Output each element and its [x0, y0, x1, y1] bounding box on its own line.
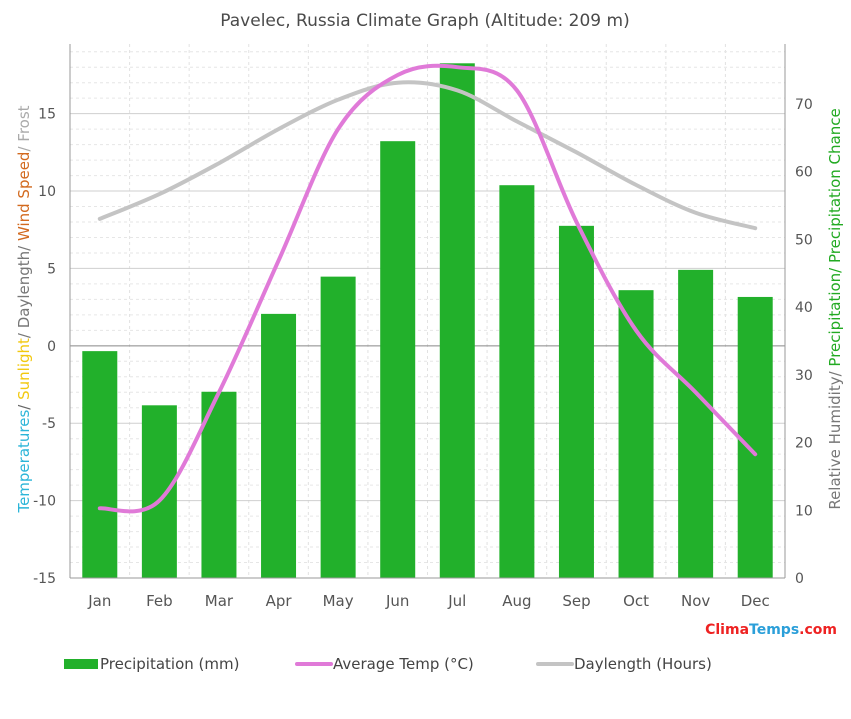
daylength-line	[97, 80, 758, 231]
right-tick-label: 50	[795, 232, 813, 248]
month-label-apr: Apr	[266, 592, 293, 610]
left-axis-title-part-5: / Frost	[15, 105, 33, 151]
precipitation-bar-oct	[618, 290, 654, 578]
left-tick-label: 0	[47, 339, 56, 355]
left-axis-title-part-1: /	[15, 400, 33, 410]
left-axis-ticks: -15 -10 -5 0 5 10 15	[33, 107, 56, 587]
left-tick-label: 10	[38, 184, 56, 200]
left-axis-title-part-3: / Daylength/	[15, 241, 33, 338]
legend-swatch-precipitation	[64, 659, 98, 669]
month-label-aug: Aug	[502, 592, 531, 610]
data-lines	[97, 63, 758, 514]
left-tick-label: -10	[33, 494, 56, 510]
legend-label-precipitation: Precipitation (mm)	[100, 655, 239, 673]
left-tick-label: 15	[38, 107, 56, 123]
left-tick-label: -15	[33, 571, 56, 587]
right-axis-title-part-0: Relative Humidity/	[826, 367, 844, 510]
month-label-mar: Mar	[205, 592, 234, 610]
left-axis-title-part-2: Sunlight	[15, 338, 33, 400]
precipitation-bar-may	[320, 276, 356, 578]
brand-part-2: Temps	[749, 622, 799, 638]
precipitation-bar-jan	[82, 351, 118, 578]
month-label-jun: Jun	[385, 592, 409, 610]
month-label-sep: Sep	[562, 592, 590, 610]
precipitation-bar-jul	[439, 63, 475, 578]
left-axis-title: Temperatures/ Sunlight/ Daylength/ Wind …	[15, 105, 33, 513]
brand-logo: ClimaTemps.com	[705, 622, 837, 638]
right-tick-label: 10	[795, 503, 813, 519]
legend-label-daylength: Daylength (Hours)	[574, 655, 712, 673]
left-axis-title-part-0: Temperatures	[15, 410, 33, 514]
legend-label-average: Average Temp (°C)	[333, 655, 474, 673]
brand-part-1: Clima	[705, 622, 749, 638]
month-label-oct: Oct	[623, 592, 649, 610]
brand-part-3: .com	[799, 622, 837, 638]
right-tick-label: 0	[795, 571, 804, 587]
x-axis-ticks: Jan Feb Mar Apr May Jun Jul Aug Sep Oct Nov Dec	[87, 592, 769, 610]
chart-title: Pavelec, Russia Climate Graph (Altitude:…	[220, 11, 629, 31]
month-label-feb: Feb	[146, 592, 173, 610]
precipitation-bar-aug	[499, 185, 535, 578]
month-label-dec: Dec	[741, 592, 770, 610]
precipitation-bar-dec	[737, 296, 773, 578]
axes	[69, 44, 786, 579]
right-tick-label: 70	[795, 97, 813, 113]
right-axis-title: Relative Humidity/ Precipitation/ Precip…	[826, 108, 844, 509]
precipitation-bar-sep	[558, 225, 594, 579]
legend: Precipitation (mm) Average Temp (°C) Dayle…	[64, 655, 712, 673]
right-tick-label: 60	[795, 165, 813, 181]
precipitation-bar-mar	[201, 391, 237, 578]
grid-lines	[69, 44, 786, 579]
left-axis-title-part-4: Wind Speed	[15, 152, 33, 242]
left-tick-label: -5	[42, 416, 56, 432]
month-label-jan: Jan	[87, 592, 111, 610]
month-label-may: May	[323, 592, 354, 610]
precipitation-bar-jun	[380, 141, 416, 578]
right-axis-ticks: 0 10 20 30 40 50 60 70	[795, 97, 813, 587]
precipitation-bars	[82, 63, 773, 579]
precipitation-bar-nov	[678, 269, 714, 578]
right-tick-label: 20	[795, 436, 813, 452]
right-tick-label: 30	[795, 368, 813, 384]
precipitation-bar-feb	[141, 405, 177, 578]
month-label-jul: Jul	[447, 592, 466, 610]
month-label-nov: Nov	[681, 592, 710, 610]
average-line	[97, 63, 758, 514]
left-tick-label: 5	[47, 261, 56, 277]
precipitation-bar-apr	[261, 313, 297, 578]
right-axis-title-part-1: Precipitation/ Precipitation Chance	[826, 108, 844, 366]
right-tick-label: 40	[795, 300, 813, 316]
